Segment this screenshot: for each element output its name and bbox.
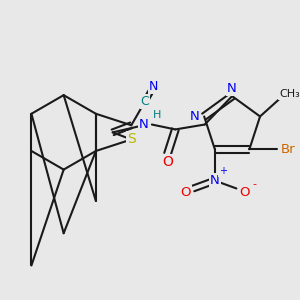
Text: N: N [149, 80, 158, 93]
Text: N: N [210, 174, 220, 187]
Text: N: N [139, 118, 149, 131]
Text: CH₃: CH₃ [279, 89, 300, 99]
Text: Br: Br [281, 143, 296, 156]
Text: C: C [141, 95, 149, 108]
Text: H: H [153, 110, 161, 120]
Text: S: S [127, 133, 136, 146]
Text: N: N [190, 110, 199, 123]
Text: O: O [239, 186, 250, 199]
Text: N: N [227, 82, 237, 95]
Text: +: + [219, 166, 227, 176]
Text: -: - [252, 179, 256, 190]
Text: O: O [180, 186, 191, 199]
Text: O: O [162, 155, 173, 169]
